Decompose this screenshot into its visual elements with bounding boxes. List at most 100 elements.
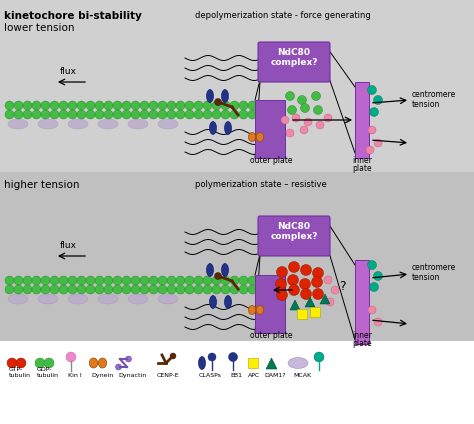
Circle shape — [14, 101, 23, 110]
Text: DAM1?: DAM1? — [264, 373, 286, 378]
Ellipse shape — [210, 296, 217, 309]
Circle shape — [366, 146, 374, 154]
Bar — [0, 340, 474, 424]
Circle shape — [77, 101, 86, 110]
Ellipse shape — [207, 263, 213, 276]
Ellipse shape — [90, 358, 98, 368]
Circle shape — [95, 285, 104, 294]
Circle shape — [370, 282, 379, 292]
Ellipse shape — [8, 294, 28, 304]
Circle shape — [248, 285, 257, 294]
Circle shape — [32, 276, 41, 285]
Bar — [248, 358, 258, 368]
Ellipse shape — [68, 294, 88, 304]
Circle shape — [5, 276, 14, 285]
Circle shape — [95, 101, 104, 110]
Circle shape — [158, 276, 167, 285]
Circle shape — [203, 285, 212, 294]
Circle shape — [281, 116, 289, 124]
Circle shape — [116, 364, 121, 370]
Circle shape — [41, 101, 50, 110]
Circle shape — [68, 101, 77, 110]
Circle shape — [301, 103, 310, 112]
Circle shape — [228, 352, 237, 362]
Polygon shape — [290, 300, 300, 310]
Circle shape — [50, 110, 59, 119]
Circle shape — [77, 285, 86, 294]
Text: Dynein: Dynein — [91, 373, 113, 378]
Circle shape — [292, 114, 300, 122]
Bar — [310, 307, 320, 317]
Circle shape — [66, 352, 76, 362]
Circle shape — [194, 101, 203, 110]
Circle shape — [16, 358, 26, 368]
Circle shape — [257, 101, 266, 110]
Circle shape — [212, 110, 221, 119]
Text: tubulin: tubulin — [9, 373, 31, 378]
Circle shape — [374, 139, 382, 147]
Circle shape — [194, 285, 203, 294]
Circle shape — [312, 288, 323, 299]
Text: plate: plate — [352, 339, 372, 348]
Circle shape — [140, 110, 149, 119]
Circle shape — [257, 276, 266, 285]
Circle shape — [313, 106, 322, 114]
Circle shape — [131, 276, 140, 285]
Bar — [355, 260, 369, 344]
Polygon shape — [266, 358, 277, 369]
Circle shape — [203, 101, 212, 110]
Ellipse shape — [221, 89, 228, 103]
Ellipse shape — [38, 294, 58, 304]
Circle shape — [185, 101, 194, 110]
Circle shape — [113, 110, 122, 119]
Circle shape — [170, 353, 176, 359]
FancyBboxPatch shape — [258, 216, 330, 256]
Circle shape — [113, 101, 122, 110]
Circle shape — [300, 279, 310, 290]
Text: Kin I: Kin I — [68, 373, 82, 378]
Text: lower tension: lower tension — [4, 23, 74, 33]
Circle shape — [14, 110, 23, 119]
Circle shape — [288, 274, 299, 285]
Circle shape — [185, 276, 194, 285]
Text: flux: flux — [60, 241, 77, 250]
Circle shape — [149, 110, 158, 119]
Circle shape — [212, 285, 221, 294]
Circle shape — [23, 110, 32, 119]
Ellipse shape — [158, 294, 178, 304]
Circle shape — [41, 276, 50, 285]
Bar — [0, 172, 474, 340]
Text: NdC80: NdC80 — [277, 48, 310, 57]
Ellipse shape — [158, 119, 178, 129]
Ellipse shape — [248, 306, 255, 315]
Text: kinetochore bi-stability: kinetochore bi-stability — [4, 11, 142, 21]
Circle shape — [104, 285, 113, 294]
Bar — [355, 82, 369, 158]
Circle shape — [167, 276, 176, 285]
Text: depolymerization state - force generating: depolymerization state - force generatin… — [195, 11, 371, 20]
Text: polymerization state – resistive: polymerization state – resistive — [195, 180, 327, 189]
Circle shape — [248, 276, 257, 285]
Circle shape — [203, 276, 212, 285]
Circle shape — [257, 110, 266, 119]
Ellipse shape — [288, 357, 308, 368]
Circle shape — [86, 101, 95, 110]
Ellipse shape — [256, 132, 264, 142]
Circle shape — [86, 285, 95, 294]
Text: inner: inner — [352, 331, 372, 340]
Circle shape — [5, 101, 14, 110]
Circle shape — [95, 276, 104, 285]
Text: Dynactin: Dynactin — [118, 373, 146, 378]
Circle shape — [32, 285, 41, 294]
Circle shape — [158, 101, 167, 110]
FancyBboxPatch shape — [258, 42, 330, 82]
Circle shape — [324, 114, 332, 122]
Circle shape — [298, 95, 307, 104]
Circle shape — [167, 285, 176, 294]
Circle shape — [176, 110, 185, 119]
Circle shape — [239, 276, 248, 285]
Text: MCAK: MCAK — [293, 373, 311, 378]
Circle shape — [215, 273, 221, 279]
Circle shape — [316, 121, 324, 129]
Circle shape — [324, 276, 332, 284]
